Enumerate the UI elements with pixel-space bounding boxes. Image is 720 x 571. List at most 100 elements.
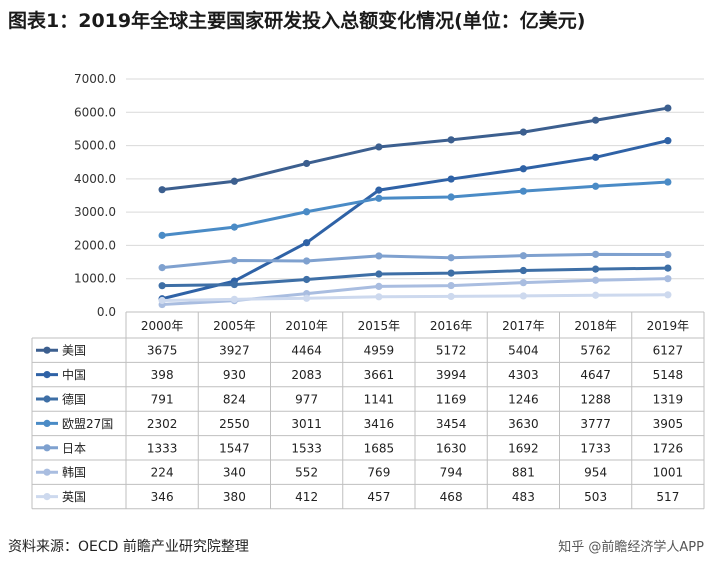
data-point (158, 296, 166, 305)
data-point (519, 292, 527, 300)
data-table: 2000年 2005年 2010年 2015年 2016年 2017年 2018年 2019年… (31, 311, 705, 510)
legend-label: 日本 (62, 441, 86, 455)
table-cell: 4647 (580, 368, 611, 382)
legend-label: 美国 (62, 344, 86, 358)
data-point (375, 143, 383, 151)
data-point (303, 239, 311, 247)
data-point (519, 279, 527, 287)
data-point (664, 104, 672, 112)
table-cell: 4464 (291, 344, 322, 358)
data-point (519, 165, 527, 173)
series-line (161, 180, 668, 237)
series-line (161, 252, 668, 270)
legend-label: 中国 (62, 367, 86, 382)
x-tick-label: 2010年 (285, 319, 328, 333)
table-cell: 4303 (508, 368, 539, 382)
series-line (162, 266, 668, 288)
data-point (664, 291, 672, 299)
table-cell: 769 (367, 466, 390, 480)
legend-key-marker (43, 346, 51, 354)
data-point (303, 208, 311, 216)
table-cell: 5148 (653, 368, 684, 382)
table-cell: 977 (295, 393, 318, 407)
table-cell: 881 (512, 466, 535, 480)
legend-label: 英国 (62, 490, 86, 504)
table-cell: 1547 (219, 441, 250, 455)
data-point (158, 282, 166, 290)
table-cell: 3011 (291, 417, 322, 431)
data-point (375, 293, 383, 301)
data-point (158, 186, 166, 194)
data-point (664, 178, 672, 186)
data-point (447, 281, 455, 290)
table-cell: 1141 (364, 393, 395, 407)
data-point (303, 257, 311, 265)
data-point (375, 270, 383, 278)
table-cell: 398 (151, 368, 174, 382)
y-tick-label: 6000.0 (74, 105, 116, 119)
table-cell: 6127 (653, 344, 684, 358)
table-cell: 1288 (580, 393, 611, 407)
table-cell: 468 (440, 490, 463, 504)
y-tick-label: 4000.0 (74, 172, 116, 186)
x-tick-label: 2000年 (141, 319, 184, 333)
data-point (519, 128, 527, 136)
y-tick-label: 2000.0 (74, 238, 116, 252)
table-cell: 5172 (436, 344, 467, 358)
table-cell: 3777 (580, 417, 611, 431)
legend-key-marker (43, 468, 51, 476)
x-tick-label: 2017年 (502, 319, 545, 333)
data-point (447, 136, 455, 144)
data-point (158, 264, 166, 272)
data-point (447, 292, 455, 301)
table-cell: 483 (512, 490, 535, 504)
table-cell: 4959 (364, 344, 395, 358)
table-cell: 954 (584, 466, 607, 480)
data-point (230, 280, 238, 289)
x-tick-label: 2015年 (358, 319, 401, 333)
table-cell: 2302 (147, 417, 178, 431)
data-point (447, 269, 455, 277)
data-point (375, 252, 383, 260)
data-point (230, 256, 238, 265)
table-cell: 1685 (364, 441, 395, 455)
watermark-text: 知乎 @前瞻经济学人APP (558, 540, 704, 555)
table-cell: 1169 (436, 393, 467, 407)
x-tick-label: 2016年 (430, 319, 473, 333)
table-cell: 3675 (147, 344, 178, 358)
legend-key-marker (43, 371, 51, 379)
data-point (664, 264, 672, 272)
table-cell: 1533 (291, 441, 322, 455)
y-tick-label: 0.0 (97, 305, 116, 319)
table-cell: 791 (151, 393, 174, 407)
x-tick-label: 2019年 (647, 319, 690, 333)
data-point (592, 116, 600, 124)
table-cell: 457 (367, 490, 390, 504)
data-point (375, 282, 383, 291)
y-tick-label: 5000.0 (74, 139, 116, 153)
series-line (161, 139, 669, 301)
legend-key-marker (43, 395, 51, 403)
table-cell: 1692 (508, 441, 539, 455)
table-cell: 1333 (147, 441, 178, 455)
data-point (664, 250, 672, 259)
table-cell: 380 (223, 490, 246, 504)
data-point (592, 291, 600, 299)
data-point (303, 275, 311, 284)
table-cell: 5762 (580, 344, 611, 358)
x-tick-label: 2018年 (574, 319, 617, 333)
table-cell: 224 (151, 466, 174, 480)
table-cell: 552 (295, 466, 318, 480)
table-cell: 930 (223, 368, 246, 382)
data-point (158, 231, 166, 239)
table-cell: 794 (440, 466, 463, 480)
table-cell: 3630 (508, 417, 539, 431)
data-point (447, 254, 455, 262)
table-cell: 3454 (436, 417, 467, 431)
data-point (447, 193, 455, 201)
y-axis: 0.0 1000.0 2000.0 3000.0 4000.0 5000.0 6000.0 7… (74, 72, 116, 319)
table-cell: 346 (151, 490, 174, 504)
table-cell: 1246 (508, 393, 539, 407)
legend-key-marker (43, 493, 51, 501)
chart-title: 图表1：2019年全球主要国家研发投入总额变化情况(单位：亿美元) (8, 10, 586, 32)
